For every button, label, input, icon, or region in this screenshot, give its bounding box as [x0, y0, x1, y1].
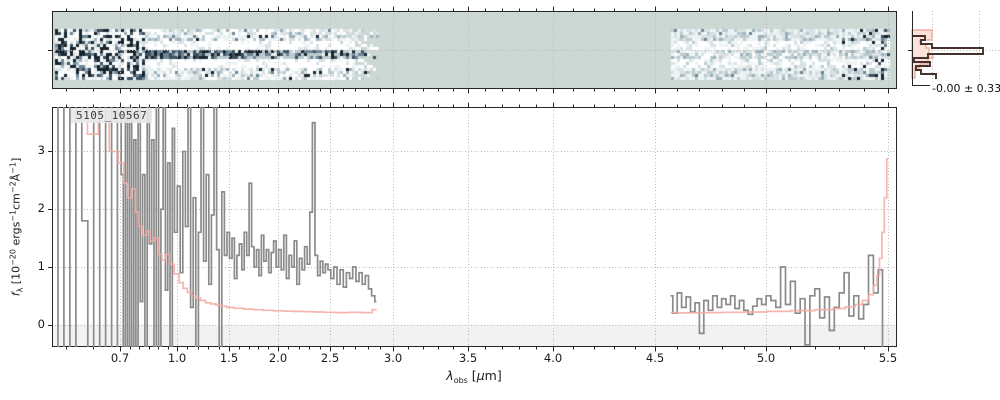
panel-1d [48, 102, 897, 352]
y-tick-label: 3 [37, 143, 45, 157]
y-tick-label: 2 [37, 201, 45, 215]
x-tick-label: 1.0 [167, 351, 187, 365]
x-tick-label: 5.5 [878, 351, 898, 365]
x-tick-label: 4.0 [543, 351, 563, 365]
residual-histogram [908, 11, 1000, 86]
x-tick-label: 3.0 [383, 351, 403, 365]
x-tick-label: 2.0 [268, 351, 288, 365]
spectrum-series [57, 107, 888, 347]
series-2 [670, 254, 884, 347]
x-tick-label: 2.5 [320, 351, 340, 365]
x-tick-label: 0.7 [110, 351, 130, 365]
x-tick-label: 3.5 [458, 351, 478, 365]
source-id-label: 5105_10567 [71, 108, 153, 123]
histogram-outline [912, 35, 984, 80]
y-tick-label: 1 [37, 259, 45, 273]
series-0 [57, 107, 377, 347]
x-tick-label: 5.0 [756, 351, 776, 365]
y-tick-label: 0 [37, 317, 45, 331]
x-axis-label: λobs [μm] [446, 368, 502, 385]
series-3 [670, 158, 888, 314]
series-1 [86, 107, 377, 314]
y-axis-label: fλ [10−20 ergs−1cm−2Å−1] [8, 157, 25, 297]
below-zero-shade [52, 324, 897, 347]
x-tick-label: 1.5 [219, 351, 239, 365]
residual-stats-label: -0.00 ± 0.33 [930, 82, 1000, 95]
panel-2d [48, 6, 897, 94]
x-tick-label: 4.5 [645, 351, 665, 365]
